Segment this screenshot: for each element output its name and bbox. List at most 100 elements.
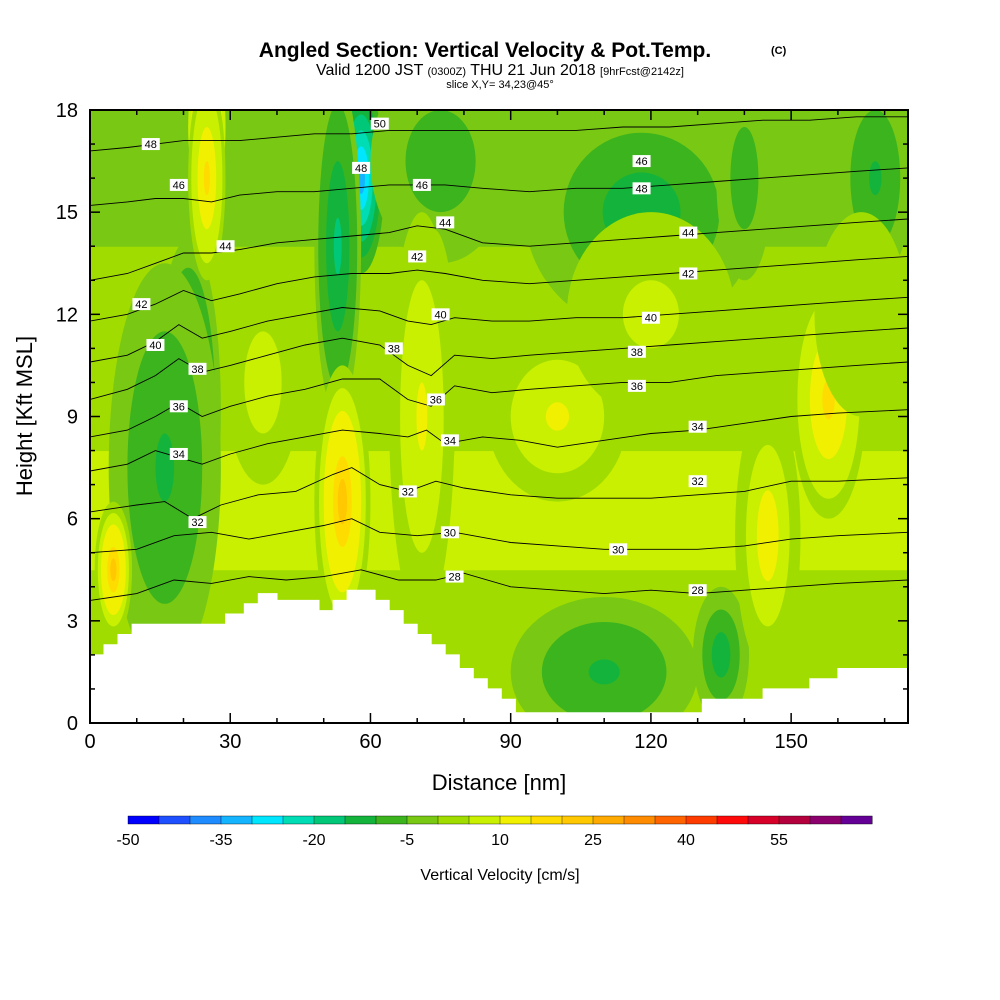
colorbar-tick-label: 40	[677, 832, 695, 849]
contour-label-box	[679, 267, 698, 280]
velocity-cell-ring	[588, 659, 620, 685]
contour-label-box	[431, 308, 450, 321]
subtitle-date: THU 21 Jun 2018	[470, 62, 596, 79]
colorbar-swatch	[499, 815, 532, 825]
contour-label-box	[398, 485, 417, 498]
slice-label: slice X,Y= 34,23@45°	[446, 79, 554, 91]
terrain-mask	[90, 589, 908, 723]
contour-label: 38	[384, 342, 403, 355]
contour-label-text: 28	[448, 572, 460, 584]
velocity-cell	[225, 280, 301, 485]
velocity-band	[90, 552, 908, 571]
x-tick-label: 150	[774, 731, 807, 753]
contour-label: 44	[216, 240, 235, 253]
contour-label-text: 42	[411, 251, 423, 263]
contour-label: 28	[688, 584, 707, 597]
contour-label-text: 46	[635, 156, 647, 168]
colorbar-tick-label: 55	[770, 832, 788, 849]
contour-label-text: 30	[612, 544, 624, 556]
colorbar-tick-label: 25	[584, 832, 602, 849]
contour-label: 28	[445, 570, 464, 584]
theta-contour-46	[90, 167, 908, 206]
contour-label-box	[169, 178, 188, 191]
contour-label-box	[188, 516, 207, 529]
contour-label-box	[216, 240, 235, 253]
contour-label: 36	[169, 400, 188, 413]
velocity-cell	[692, 586, 750, 723]
theta-contour-40	[90, 296, 908, 363]
contour-label-text: 40	[149, 340, 161, 352]
contour-label: 42	[132, 298, 151, 311]
contour-label: 50	[370, 117, 389, 131]
contour-label-box	[384, 342, 403, 355]
contour-label: 38	[188, 362, 207, 376]
plot-area: 28 28 30 30 32 32 32 34 34 34 36 36 36 38 38 38 40 40 40 42…	[89, 109, 909, 724]
contour-label-box	[627, 379, 646, 392]
velocity-cell-ring	[110, 558, 117, 582]
contour-label-box	[632, 182, 651, 195]
contour-label-text: 44	[439, 217, 451, 229]
y-tick-label: 0	[67, 713, 78, 735]
contour-label-box	[146, 338, 165, 351]
subtitle-forecast: [9hrFcst@2142z]	[600, 66, 684, 78]
velocity-cell-ring	[416, 382, 428, 451]
contour-label-text: 48	[635, 183, 647, 195]
contour-label: 34	[440, 434, 459, 447]
contour-label-box	[679, 226, 698, 239]
subtitle-valid: Valid 1200 JST	[316, 62, 424, 79]
contour-label-text: 50	[374, 119, 386, 131]
colorbar-swatch	[375, 815, 408, 825]
contour-label: 36	[627, 379, 646, 393]
contour-label: 48	[352, 161, 371, 175]
theta-contour-32	[90, 467, 908, 520]
colorbar-swatch	[747, 815, 780, 825]
contour-label-box	[688, 475, 707, 488]
velocity-cell-ring	[545, 402, 570, 431]
colorbar-swatch	[592, 815, 625, 825]
y-tick-label: 18	[56, 100, 78, 122]
contour-label: 48	[141, 138, 160, 151]
contour-label-text: 34	[173, 449, 185, 461]
velocity-cell-ring	[203, 161, 210, 196]
contour-label: 34	[688, 420, 707, 434]
velocity-cell	[510, 597, 698, 723]
contour-label-box	[632, 155, 651, 168]
contour-label-box	[688, 584, 707, 597]
contour-label-text: 44	[219, 241, 231, 253]
contour-label-box	[445, 570, 464, 583]
contour-label-box	[412, 178, 431, 191]
colorbar-swatch	[530, 815, 563, 825]
velocity-cell-ring	[869, 161, 882, 196]
colorbar-tick-label: 10	[491, 832, 509, 849]
contour-label: 32	[688, 475, 707, 488]
x-axis-label: Distance [nm]	[432, 770, 567, 795]
y-tick-label: 15	[56, 202, 78, 224]
contour-label-box	[169, 400, 188, 413]
colorbar-label: Vertical Velocity [cm/s]	[420, 867, 579, 884]
contour-label-text: 36	[430, 394, 442, 406]
velocity-cell	[188, 110, 226, 281]
contour-label: 34	[169, 447, 188, 461]
contour-label-text: 38	[631, 347, 643, 359]
velocity-cell-ring	[716, 643, 726, 667]
contour-label: 46	[412, 178, 431, 192]
theta-contour-36	[90, 361, 908, 438]
contour-label-box	[141, 138, 160, 151]
theta-contour-34	[90, 409, 908, 472]
velocity-cell	[487, 331, 628, 502]
contour-label: 38	[627, 345, 646, 359]
contour-label-text: 48	[355, 163, 367, 175]
y-tick-label: 12	[56, 304, 78, 326]
velocity-cell-ring	[853, 297, 870, 332]
contour-label-text: 38	[388, 343, 400, 355]
x-tick-label: 90	[500, 731, 522, 753]
contour-label: 32	[398, 485, 417, 498]
colorbar-swatch	[685, 815, 718, 825]
terrain	[90, 589, 908, 723]
contour-label: 40	[641, 311, 660, 325]
theta-contour-42	[90, 255, 908, 322]
contour-label-box	[627, 345, 646, 358]
contour-label-text: 46	[173, 180, 185, 192]
contour-label: 30	[440, 526, 459, 539]
